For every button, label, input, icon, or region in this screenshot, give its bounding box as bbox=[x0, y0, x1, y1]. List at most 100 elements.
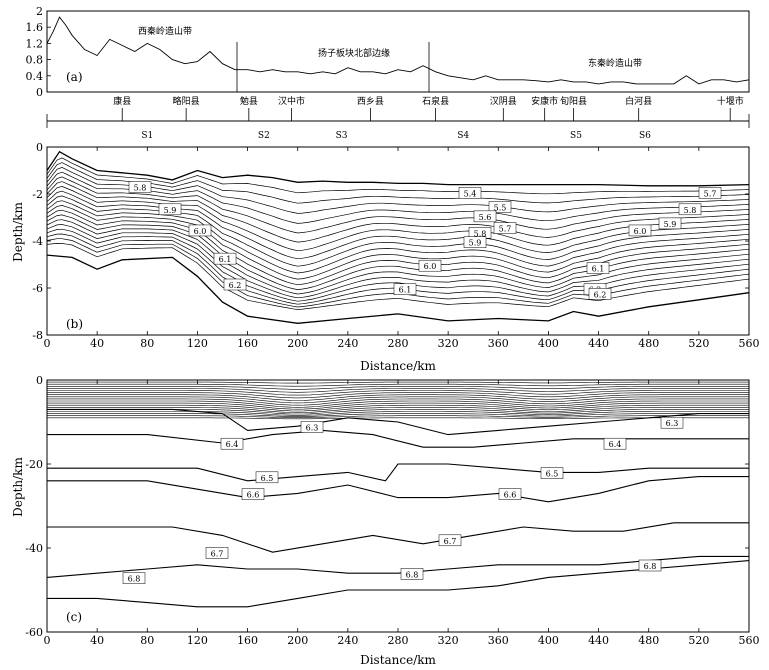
velocity-label: 5.8 bbox=[134, 183, 147, 192]
deep-velocity-contour bbox=[47, 476, 749, 503]
shot-point-label: S3 bbox=[336, 131, 348, 141]
panel-a-ytick-label: 1.2 bbox=[26, 37, 44, 50]
basement-line bbox=[46, 254, 750, 324]
velocity-label: 5.7 bbox=[704, 189, 717, 198]
velocity-contour bbox=[46, 162, 750, 204]
shallow-contour bbox=[47, 402, 749, 410]
shallow-contour bbox=[47, 415, 749, 418]
panel-b: 0 40 80 120 160 200 240 280 320 360 400 440 480 520 56… bbox=[11, 141, 760, 373]
ytick-label: 0 bbox=[36, 374, 43, 387]
shot-point-label: S6 bbox=[639, 131, 651, 141]
velocity-label-box bbox=[205, 547, 229, 559]
velocity-label: 6.6 bbox=[247, 491, 260, 500]
velocity-label: 5.8 bbox=[474, 229, 487, 238]
shallow-contour bbox=[47, 417, 749, 420]
xtick-label: 120 bbox=[187, 337, 208, 350]
velocity-label-box bbox=[188, 224, 212, 237]
velocity-label: 6.8 bbox=[406, 570, 419, 579]
shallow-contour bbox=[47, 413, 749, 417]
velocity-label-box bbox=[493, 222, 517, 234]
deep-velocity-contour bbox=[47, 463, 749, 482]
velocity-label-box bbox=[638, 559, 662, 572]
velocity-contour bbox=[46, 214, 750, 290]
panel-c-velocity-contours bbox=[46, 381, 750, 608]
panel-a-ytick-label: 0.8 bbox=[26, 54, 44, 67]
ytick-label: -4 bbox=[32, 235, 43, 248]
xtick-label: 200 bbox=[287, 634, 308, 647]
region-label-middle: 扬子板块北部边缘 bbox=[318, 47, 390, 59]
velocity-label-box bbox=[498, 488, 522, 500]
ytick-label: -2 bbox=[32, 188, 43, 201]
xtick-label: 400 bbox=[538, 634, 559, 647]
xtick-label: 240 bbox=[337, 634, 358, 647]
velocity-contour bbox=[46, 157, 750, 195]
velocity-label-box bbox=[128, 181, 152, 193]
velocity-label-box bbox=[488, 201, 512, 213]
xtick-label: 0 bbox=[44, 337, 51, 350]
deep-velocity-contour bbox=[47, 522, 749, 553]
town-label: 汉中市 bbox=[278, 95, 305, 107]
velocity-label: 5.7 bbox=[499, 225, 512, 234]
velocity-contour bbox=[46, 219, 750, 295]
velocity-label-box bbox=[540, 467, 564, 479]
xtick-label: 280 bbox=[388, 634, 409, 647]
shallow-contour bbox=[47, 383, 749, 387]
xtick-label: 0 bbox=[44, 634, 51, 647]
town-label: 略阳县 bbox=[173, 95, 200, 107]
town-label: 勉县 bbox=[240, 95, 258, 107]
xtick-label: 440 bbox=[588, 337, 609, 350]
velocity-label: 6.6 bbox=[504, 491, 517, 500]
velocity-label-box bbox=[213, 252, 237, 265]
velocity-label: 5.5 bbox=[494, 203, 507, 212]
velocity-label-box bbox=[122, 572, 146, 584]
panel-c-xlabel: Distance/km bbox=[360, 653, 436, 667]
panel-b-label: (b) bbox=[66, 317, 83, 331]
velocity-label: 6.7 bbox=[444, 537, 457, 546]
xtick-label: 200 bbox=[287, 337, 308, 350]
ytick-label: -6 bbox=[32, 282, 43, 295]
velocity-label: 6.5 bbox=[261, 474, 274, 483]
xtick-label: 360 bbox=[488, 634, 509, 647]
velocity-label: 6.0 bbox=[424, 262, 437, 271]
xtick-label: 320 bbox=[438, 634, 459, 647]
velocity-label-box bbox=[158, 203, 182, 216]
ytick-label: -40 bbox=[25, 542, 43, 555]
profile-strip: 康县 略阳县 勉县 汉中市 西乡县 石泉县 汉阴县 安康市 旬阳县 白河县 十堰市 S1 S2 S3 S4… bbox=[46, 95, 750, 141]
panel-b-ylabel: Depth/km bbox=[11, 202, 25, 262]
shallow-contour bbox=[47, 390, 749, 396]
shallow-contour bbox=[47, 386, 749, 390]
velocity-label: 6.8 bbox=[128, 575, 141, 584]
velocity-label: 5.9 bbox=[469, 239, 482, 248]
deep-velocity-contour bbox=[47, 429, 749, 448]
velocity-label-box bbox=[223, 278, 247, 291]
velocity-label: 5.9 bbox=[664, 220, 677, 229]
region-label-east: 东秦岭造山带 bbox=[588, 57, 642, 69]
velocity-label-box bbox=[393, 283, 417, 295]
panel-c-velocity-labels: 6.3 6.36.4 6.46.5 6.56.6 6.66.76.76.8 6.86.8 bbox=[122, 416, 684, 584]
velocity-label: 6.4 bbox=[226, 440, 239, 449]
shallow-contour bbox=[47, 388, 749, 393]
xtick-label: 360 bbox=[488, 337, 509, 350]
shot-point-label: S4 bbox=[457, 131, 469, 141]
panel-a-ytick-label: 0 bbox=[36, 86, 43, 99]
velocity-label: 6.5 bbox=[546, 470, 559, 479]
xtick-label: 480 bbox=[638, 337, 659, 350]
xtick-label: 440 bbox=[588, 634, 609, 647]
panel-a-ytick-label: 1.6 bbox=[26, 21, 44, 34]
panel-a-frame bbox=[46, 10, 750, 93]
velocity-label: 5.4 bbox=[464, 189, 477, 198]
velocity-label-box bbox=[628, 224, 652, 237]
xtick-label: 320 bbox=[438, 337, 459, 350]
velocity-label-box bbox=[603, 437, 627, 450]
town-label: 石泉县 bbox=[422, 95, 449, 107]
town-label: 白河县 bbox=[625, 95, 652, 107]
velocity-label-box bbox=[586, 262, 610, 274]
velocity-label-box bbox=[418, 259, 442, 272]
panel-c: 0 40 80 120 160 200 240 280 320 360 400 440 480 520 56… bbox=[11, 374, 760, 667]
panel-a-y-axis: 0 0.4 0.8 1.2 1.6 2 bbox=[26, 5, 51, 99]
ytick-label: -60 bbox=[25, 626, 43, 639]
panel-b-velocity-contours bbox=[46, 150, 750, 324]
shot-points: S1 S2 S3 S4 S5 S6 bbox=[46, 114, 750, 141]
velocity-label: 6.1 bbox=[399, 286, 412, 295]
panel-a-ytick-label: 2 bbox=[36, 5, 43, 18]
